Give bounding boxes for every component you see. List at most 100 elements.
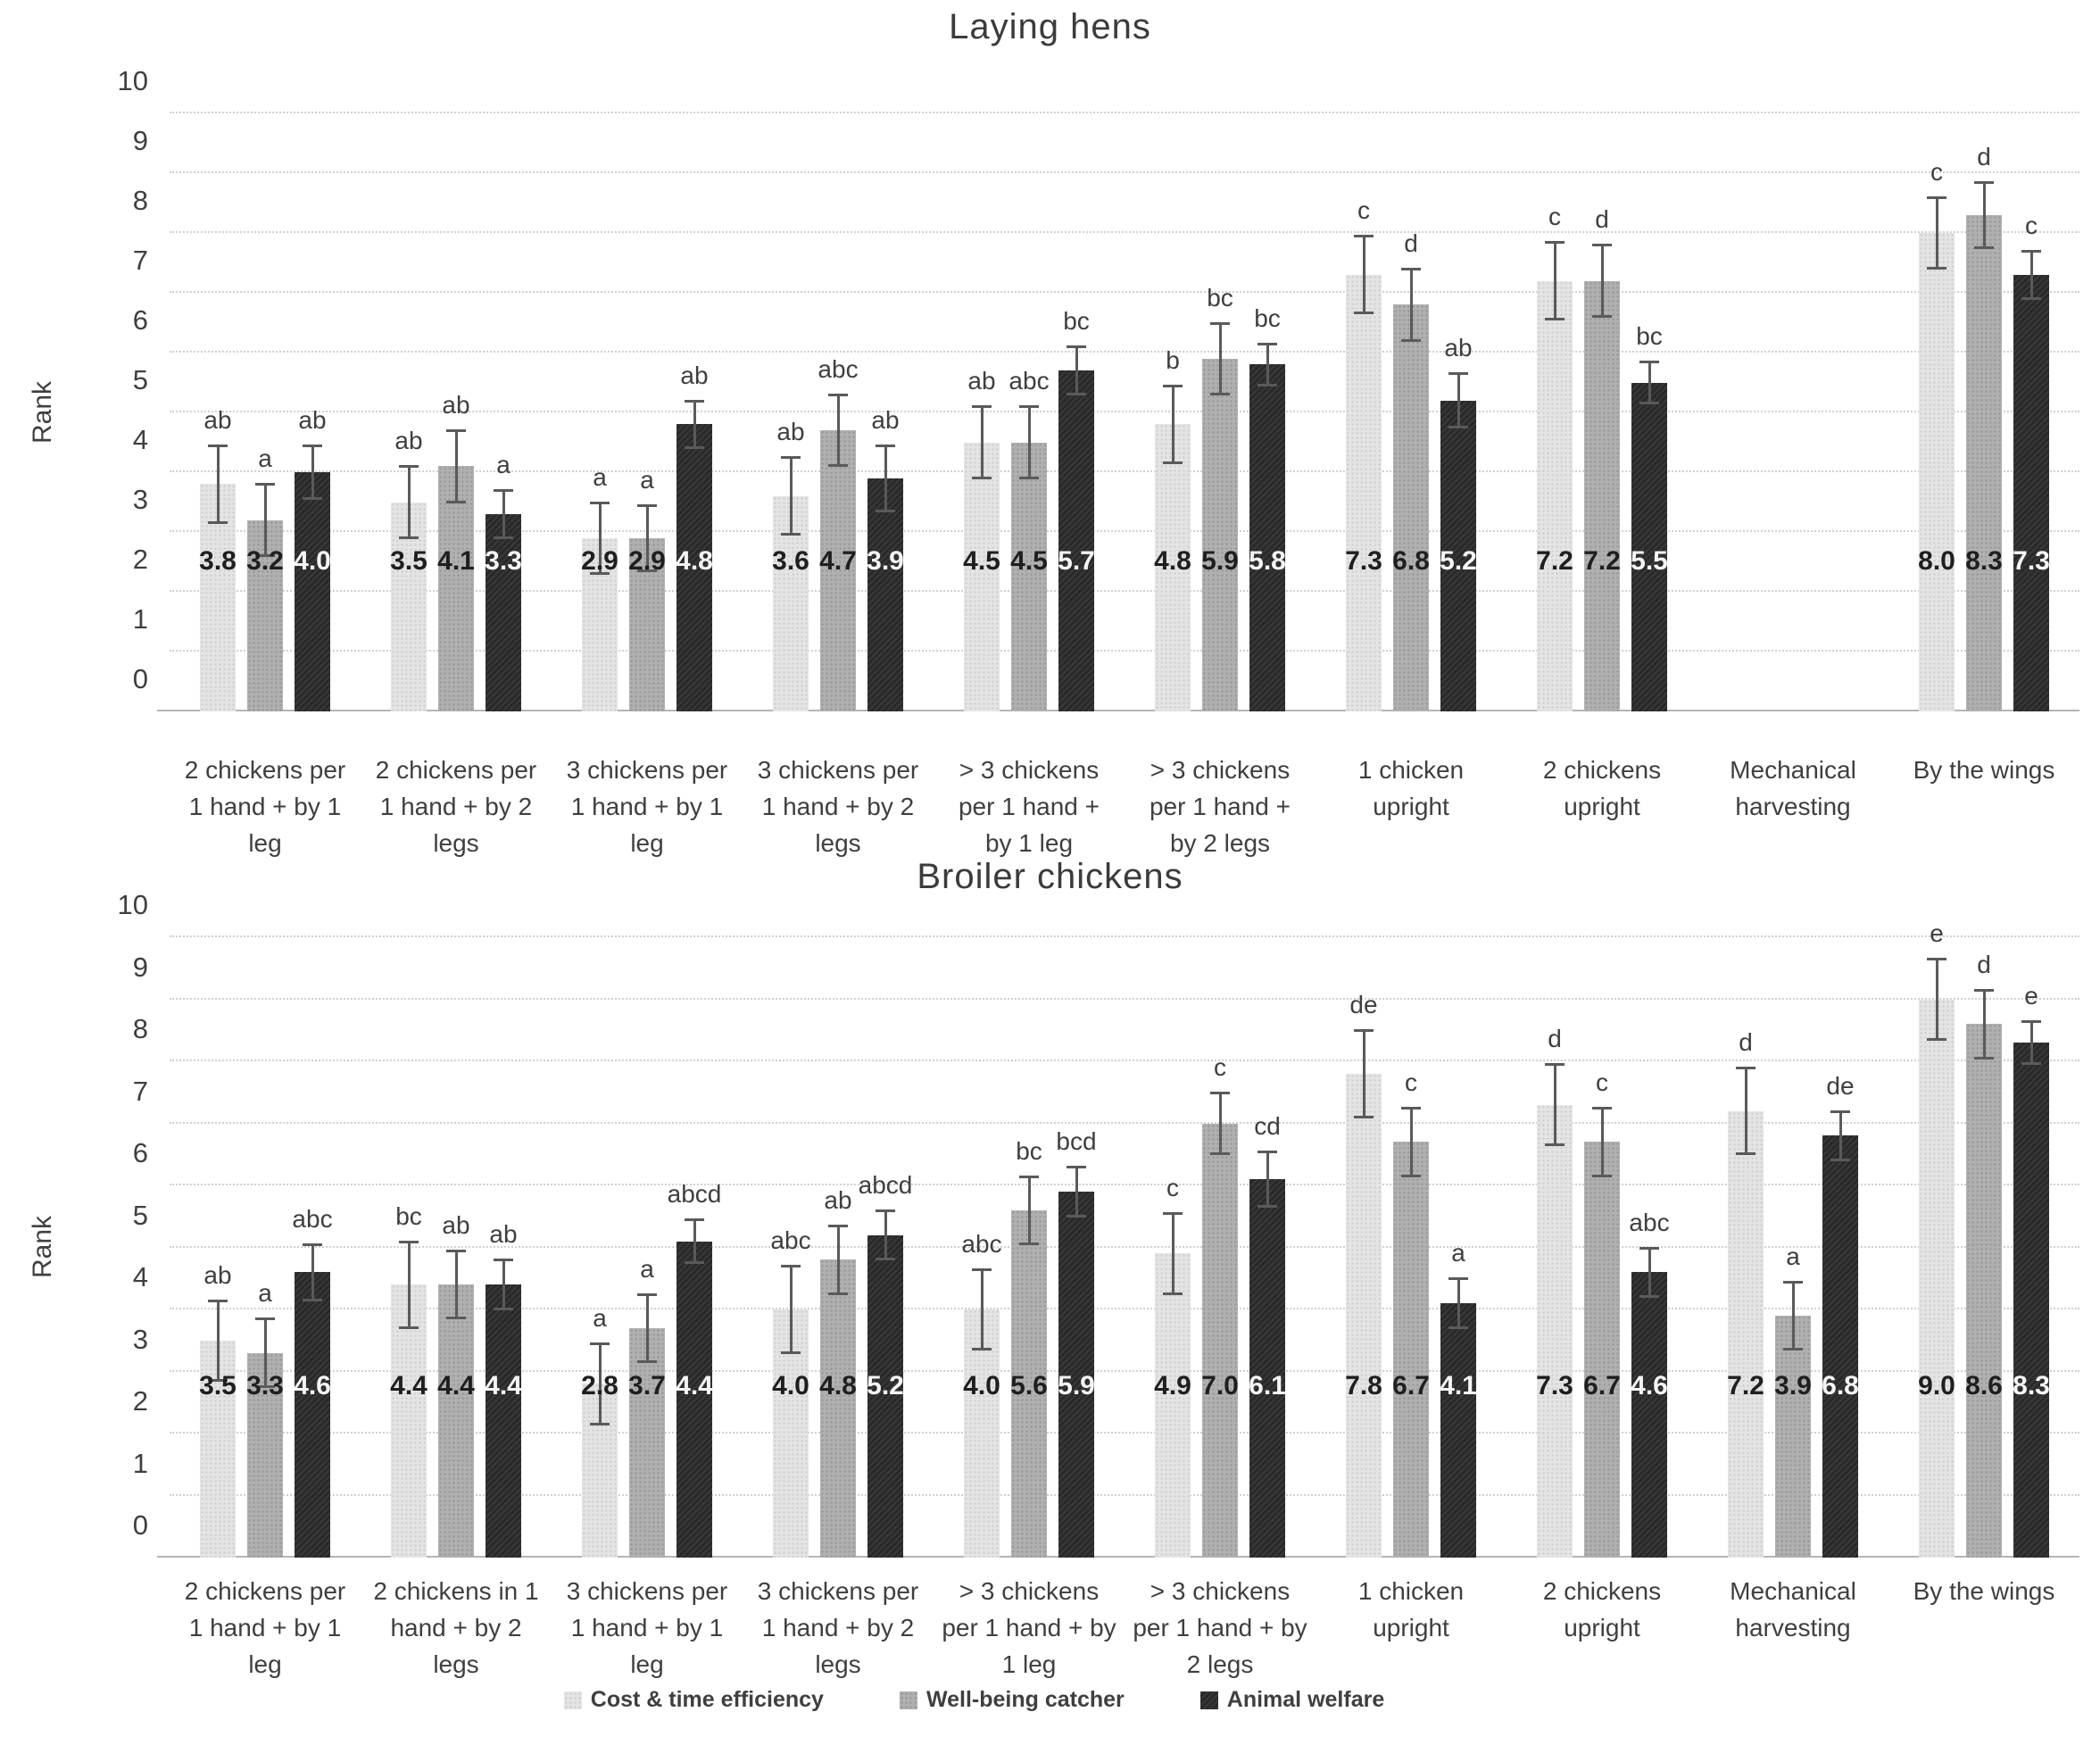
value-label: 2.9	[581, 545, 618, 576]
significance-letter: bc	[1636, 322, 1663, 351]
error-bar-cap	[446, 1317, 466, 1320]
category-label-line: legs	[433, 1650, 479, 1678]
legend-label: Well-being catcher	[925, 1687, 1125, 1712]
error-bar-line	[1362, 236, 1365, 314]
gridline	[170, 1184, 2079, 1185]
legend-label: Cost & time efficiency	[590, 1687, 824, 1712]
value-label: 4.4	[390, 1370, 427, 1400]
category-label-line: 2 chickens per	[184, 756, 346, 784]
y-tick-label: 10	[117, 65, 148, 96]
error-bar-cap	[1927, 267, 1946, 270]
y-tick-label: 5	[132, 364, 148, 395]
y-tick-label: 3	[132, 1323, 148, 1355]
error-bar-cap	[1545, 1063, 1565, 1067]
bar	[1440, 400, 1476, 711]
category-label: Mechanical harvesting	[1697, 752, 1888, 825]
y-tick-label: 4	[132, 424, 148, 455]
value-label: 3.6	[772, 545, 809, 576]
category-label-line: leg	[248, 829, 282, 857]
value-label: 3.3	[485, 545, 522, 576]
significance-letter: ab	[967, 367, 996, 395]
significance-letter: ab	[680, 361, 709, 389]
error-bar-cap	[1448, 372, 1468, 376]
category-label-line: upright	[1564, 793, 1640, 820]
error-bar-line	[1218, 1092, 1222, 1155]
value-label: 4.9	[1154, 1370, 1191, 1400]
value-label: 8.3	[2013, 1370, 2050, 1400]
error-bar-cap	[2021, 250, 2041, 253]
error-bar-line	[1027, 406, 1031, 478]
error-bar-cap	[2021, 1019, 2041, 1023]
category-label: 2 chickens per 1 hand + by 1 leg	[170, 752, 361, 861]
error-bar-line	[884, 1209, 887, 1260]
gridline	[170, 1369, 2079, 1372]
bar	[1631, 382, 1667, 711]
significance-letter: a	[1786, 1242, 1800, 1270]
error-bar-cap	[399, 465, 419, 469]
error-bar-line	[1075, 346, 1078, 395]
gridline	[170, 112, 2079, 113]
error-bar-cap	[590, 1422, 610, 1425]
error-bar-cap	[303, 1243, 322, 1247]
value-label: 4.7	[819, 545, 857, 576]
bar	[1202, 358, 1238, 711]
error-bar-line	[598, 1343, 602, 1425]
legend-item: Cost & time efficiency	[563, 1687, 824, 1713]
category-label: Mechanical harvesting	[1697, 1573, 1888, 1646]
category-label-line: 2 chickens	[1542, 756, 1662, 784]
error-bar-cap	[494, 489, 513, 493]
value-label: 3.9	[1774, 1370, 1812, 1400]
category-label-line: by 2 legs	[1169, 829, 1271, 857]
error-bar-line	[1553, 242, 1556, 320]
category-label-line: upright	[1373, 1614, 1449, 1641]
error-bar-cap	[446, 500, 466, 503]
significance-letter: ab	[776, 418, 805, 446]
gridline	[170, 171, 2079, 173]
error-bar-line	[407, 1241, 411, 1328]
value-label: 4.0	[772, 1370, 809, 1400]
error-bar-line	[1362, 1030, 1365, 1118]
gridline	[170, 231, 2079, 233]
error-bar-cap	[781, 1265, 801, 1268]
significance-letter: a	[258, 1279, 272, 1308]
error-bar-cap	[494, 1308, 513, 1310]
bar	[438, 466, 474, 711]
bar	[1966, 214, 2002, 711]
error-bar-cap	[1258, 383, 1277, 386]
error-bar-line	[645, 504, 649, 571]
y-tick-label: 9	[132, 125, 148, 156]
bar	[486, 1284, 521, 1558]
error-bar-line	[1982, 182, 1986, 248]
error-bar-cap	[685, 1260, 704, 1264]
significance-letter: bcd	[1056, 1127, 1097, 1156]
error-bar-line	[1171, 385, 1175, 463]
gridline	[170, 590, 2079, 592]
error-bar-cap	[1830, 1110, 1850, 1113]
category-label-line: harvesting	[1735, 793, 1851, 820]
value-label: 4.4	[485, 1370, 522, 1400]
error-bar-cap	[828, 464, 848, 468]
gridline	[170, 530, 2079, 532]
category-label-line: 1 hand + by 2	[379, 793, 533, 820]
category-label-line: per 1 hand + by	[1133, 1614, 1307, 1641]
bar	[1822, 1135, 1858, 1558]
category-label-line: harvesting	[1735, 1614, 1851, 1641]
error-bar-cap	[876, 444, 895, 447]
error-bar-cap	[1783, 1348, 1803, 1351]
error-bar-line	[1218, 322, 1222, 395]
error-bar-cap	[1736, 1066, 1756, 1069]
bar	[247, 519, 283, 711]
y-axis-title: Rank	[28, 1215, 57, 1279]
error-bar-cap	[2021, 1062, 2041, 1066]
bar	[964, 1309, 1000, 1558]
error-bar-cap	[1927, 1037, 1946, 1041]
significance-letter: ab	[489, 1220, 518, 1249]
error-bar-cap	[1592, 1174, 1612, 1177]
value-label: 4.0	[294, 545, 331, 576]
significance-letter: de	[1349, 991, 1378, 1019]
bar	[1631, 1272, 1667, 1558]
bar	[820, 430, 856, 711]
error-bar-cap	[1974, 1056, 1994, 1060]
gridline	[170, 470, 2079, 472]
